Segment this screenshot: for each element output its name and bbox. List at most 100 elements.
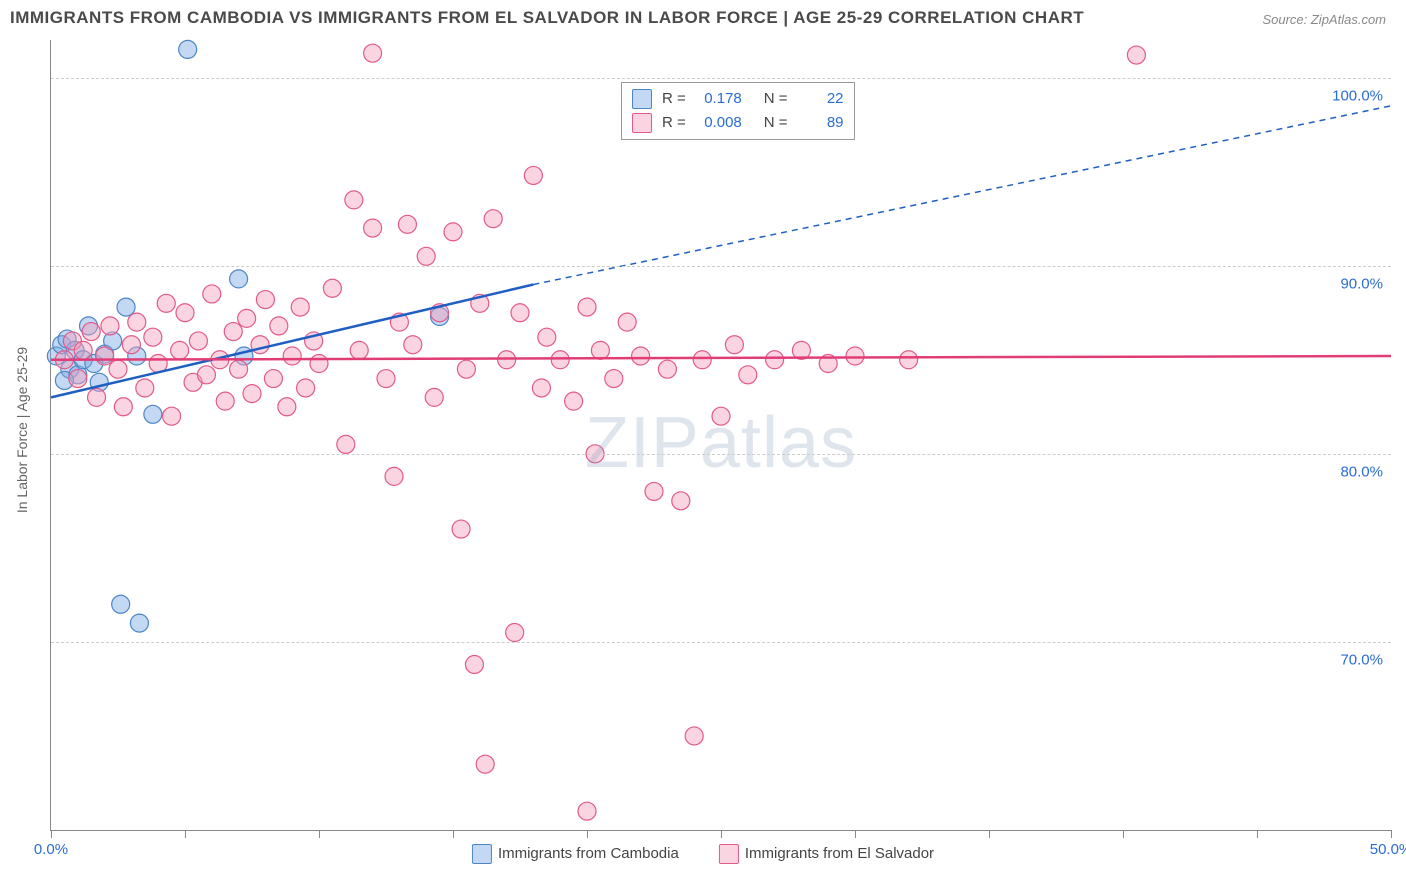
y-tick-label: 100.0% bbox=[1332, 87, 1383, 104]
data-point bbox=[465, 655, 483, 673]
n-value: 22 bbox=[792, 87, 844, 111]
x-tick bbox=[1123, 830, 1124, 838]
data-point bbox=[565, 392, 583, 410]
data-point bbox=[230, 360, 248, 378]
x-tick bbox=[989, 830, 990, 838]
source-attribution: Source: ZipAtlas.com bbox=[1262, 12, 1386, 27]
data-point bbox=[605, 370, 623, 388]
data-point bbox=[457, 360, 475, 378]
n-label: N = bbox=[764, 111, 788, 135]
data-point bbox=[238, 309, 256, 327]
data-point bbox=[725, 336, 743, 354]
data-point bbox=[591, 341, 609, 359]
data-point bbox=[323, 279, 341, 297]
plot-area: ZIPatlas R =0.178N =22R =0.008N =89 70.0… bbox=[50, 40, 1391, 831]
series-legend: Immigrants from Cambodia Immigrants from … bbox=[472, 844, 934, 864]
data-point bbox=[203, 285, 221, 303]
data-point bbox=[112, 595, 130, 613]
legend-swatch bbox=[632, 89, 652, 109]
data-point bbox=[264, 370, 282, 388]
gridline bbox=[51, 78, 1391, 79]
gridline bbox=[51, 454, 1391, 455]
data-point bbox=[243, 385, 261, 403]
data-point bbox=[404, 336, 422, 354]
data-point bbox=[846, 347, 864, 365]
data-point bbox=[345, 191, 363, 209]
data-point bbox=[672, 492, 690, 510]
correlation-legend: R =0.178N =22R =0.008N =89 bbox=[621, 82, 855, 140]
legend-swatch bbox=[719, 844, 739, 864]
data-point bbox=[283, 347, 301, 365]
data-point bbox=[1127, 46, 1145, 64]
data-point bbox=[551, 351, 569, 369]
data-point bbox=[171, 341, 189, 359]
data-point bbox=[157, 294, 175, 312]
x-tick bbox=[453, 830, 454, 838]
data-point bbox=[96, 347, 114, 365]
data-point bbox=[74, 341, 92, 359]
data-point bbox=[109, 360, 127, 378]
legend-item: Immigrants from Cambodia bbox=[472, 844, 679, 864]
n-value: 89 bbox=[792, 111, 844, 135]
data-point bbox=[417, 247, 435, 265]
legend-label: Immigrants from Cambodia bbox=[498, 845, 679, 862]
data-point bbox=[645, 482, 663, 500]
data-point bbox=[337, 435, 355, 453]
data-point bbox=[163, 407, 181, 425]
data-point bbox=[291, 298, 309, 316]
data-point bbox=[101, 317, 119, 335]
data-point bbox=[685, 727, 703, 745]
data-point bbox=[538, 328, 556, 346]
data-point bbox=[364, 44, 382, 62]
data-point bbox=[69, 370, 87, 388]
data-point bbox=[398, 215, 416, 233]
data-point bbox=[385, 467, 403, 485]
data-point bbox=[693, 351, 711, 369]
data-point bbox=[189, 332, 207, 350]
x-tick bbox=[1391, 830, 1392, 838]
data-point bbox=[444, 223, 462, 241]
x-tick-label: 0.0% bbox=[34, 841, 68, 858]
data-point bbox=[532, 379, 550, 397]
data-point bbox=[632, 347, 650, 365]
y-tick-label: 80.0% bbox=[1340, 463, 1383, 480]
data-point bbox=[618, 313, 636, 331]
data-point bbox=[425, 388, 443, 406]
data-point bbox=[117, 298, 135, 316]
data-point bbox=[484, 210, 502, 228]
data-point bbox=[88, 388, 106, 406]
data-point bbox=[506, 624, 524, 642]
y-tick-label: 90.0% bbox=[1340, 275, 1383, 292]
data-point bbox=[452, 520, 470, 538]
data-point bbox=[364, 219, 382, 237]
data-point bbox=[377, 370, 395, 388]
data-point bbox=[278, 398, 296, 416]
data-point bbox=[144, 405, 162, 423]
data-point bbox=[578, 298, 596, 316]
y-axis-title: In Labor Force | Age 25-29 bbox=[14, 347, 30, 513]
chart-title: IMMIGRANTS FROM CAMBODIA VS IMMIGRANTS F… bbox=[10, 8, 1084, 28]
x-tick bbox=[185, 830, 186, 838]
data-point bbox=[658, 360, 676, 378]
data-point bbox=[179, 40, 197, 58]
data-point bbox=[176, 304, 194, 322]
data-point bbox=[256, 291, 274, 309]
x-tick-label: 50.0% bbox=[1370, 841, 1406, 858]
data-point bbox=[297, 379, 315, 397]
data-point bbox=[128, 313, 146, 331]
legend-item: Immigrants from El Salvador bbox=[719, 844, 934, 864]
x-tick bbox=[51, 830, 52, 838]
data-point bbox=[216, 392, 234, 410]
data-point bbox=[900, 351, 918, 369]
data-point bbox=[197, 366, 215, 384]
y-tick-label: 70.0% bbox=[1340, 651, 1383, 668]
r-label: R = bbox=[662, 87, 686, 111]
data-point bbox=[130, 614, 148, 632]
data-point bbox=[578, 802, 596, 820]
data-point bbox=[739, 366, 757, 384]
data-point bbox=[136, 379, 154, 397]
x-tick bbox=[587, 830, 588, 838]
data-point bbox=[224, 323, 242, 341]
data-point bbox=[82, 323, 100, 341]
r-label: R = bbox=[662, 111, 686, 135]
